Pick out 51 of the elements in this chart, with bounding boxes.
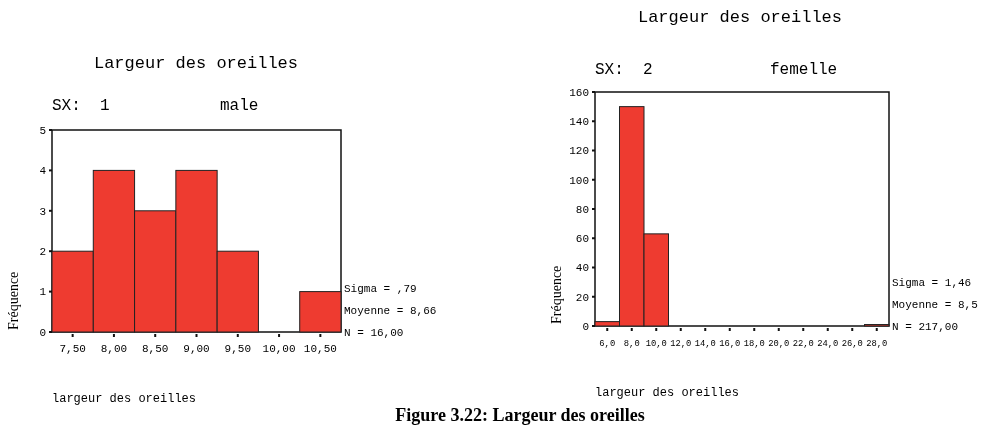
x-tick-label: 6,0 <box>599 339 616 349</box>
x-tick-label: 7,50 <box>59 343 86 355</box>
x-tick-label: 22,0 <box>792 339 814 349</box>
x-tick-label: 26,0 <box>841 339 863 349</box>
y-axis-title: Fréquence <box>549 265 564 324</box>
y-tick-label: 80 <box>575 203 589 216</box>
y-tick-label: 120 <box>569 145 589 158</box>
x-tick-label: 10,50 <box>303 343 337 355</box>
x-tick-label: 8,50 <box>142 343 169 355</box>
x-tick-label: 16,0 <box>719 339 741 349</box>
x-tick-label: 8,00 <box>100 343 128 355</box>
y-tick-label: 40 <box>575 262 589 275</box>
y-tick-label: 4 <box>39 165 47 178</box>
y-tick-label: 0 <box>582 320 589 333</box>
y-axis-title: Fréquence <box>6 271 21 330</box>
x-axis-title: largeur des oreilles <box>595 386 740 400</box>
text: N = 16,00 <box>344 326 404 339</box>
x-axis-title: largeur des oreilles <box>52 392 197 406</box>
x-tick-label: 28,0 <box>866 339 888 349</box>
x-tick-label: 8,0 <box>623 339 640 349</box>
chart-title: Largeur des oreilles <box>93 54 299 73</box>
text: femelle <box>770 61 838 79</box>
text: N = 217,00 <box>892 320 959 333</box>
text: male <box>220 97 259 115</box>
x-tick-label: 9,50 <box>224 343 251 355</box>
y-tick-label: 20 <box>575 291 589 304</box>
x-tick-label: 10,0 <box>645 339 667 349</box>
x-tick-label: 18,0 <box>743 339 765 349</box>
y-tick-label: 0 <box>39 326 46 339</box>
y-tick-label: 60 <box>575 233 589 246</box>
y-tick-label: 160 <box>569 86 589 99</box>
y-tick-label: 5 <box>39 124 46 137</box>
y-tick-label: 1 <box>39 286 47 299</box>
y-tick-label: 2 <box>39 246 46 259</box>
y-tick-label: 3 <box>39 205 46 218</box>
x-tick-label: 9,00 <box>183 343 210 355</box>
x-tick-label: 20,0 <box>768 339 790 349</box>
chart-title: Largeur des oreilles <box>637 8 843 27</box>
text: Moyenne = 8,66 <box>344 304 437 317</box>
text: Sigma = ,79 <box>344 282 417 295</box>
chart-subtitle: SX: 2 <box>595 61 653 79</box>
y-tick-label: 100 <box>569 174 589 187</box>
chart-subtitle: SX: 1 <box>52 97 110 115</box>
x-tick-label: 10,00 <box>262 343 296 355</box>
x-tick-label: 14,0 <box>694 339 716 349</box>
x-tick-label: 24,0 <box>817 339 839 349</box>
x-tick-label: 12,0 <box>670 339 692 349</box>
caption: Figure 3.22: Largeur des oreilles <box>395 405 645 425</box>
text: Moyenne = 8,5 <box>892 298 978 311</box>
y-tick-label: 140 <box>569 116 589 129</box>
text: Sigma = 1,46 <box>892 276 972 289</box>
